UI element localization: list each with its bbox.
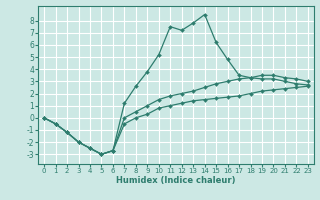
X-axis label: Humidex (Indice chaleur): Humidex (Indice chaleur) [116, 176, 236, 185]
